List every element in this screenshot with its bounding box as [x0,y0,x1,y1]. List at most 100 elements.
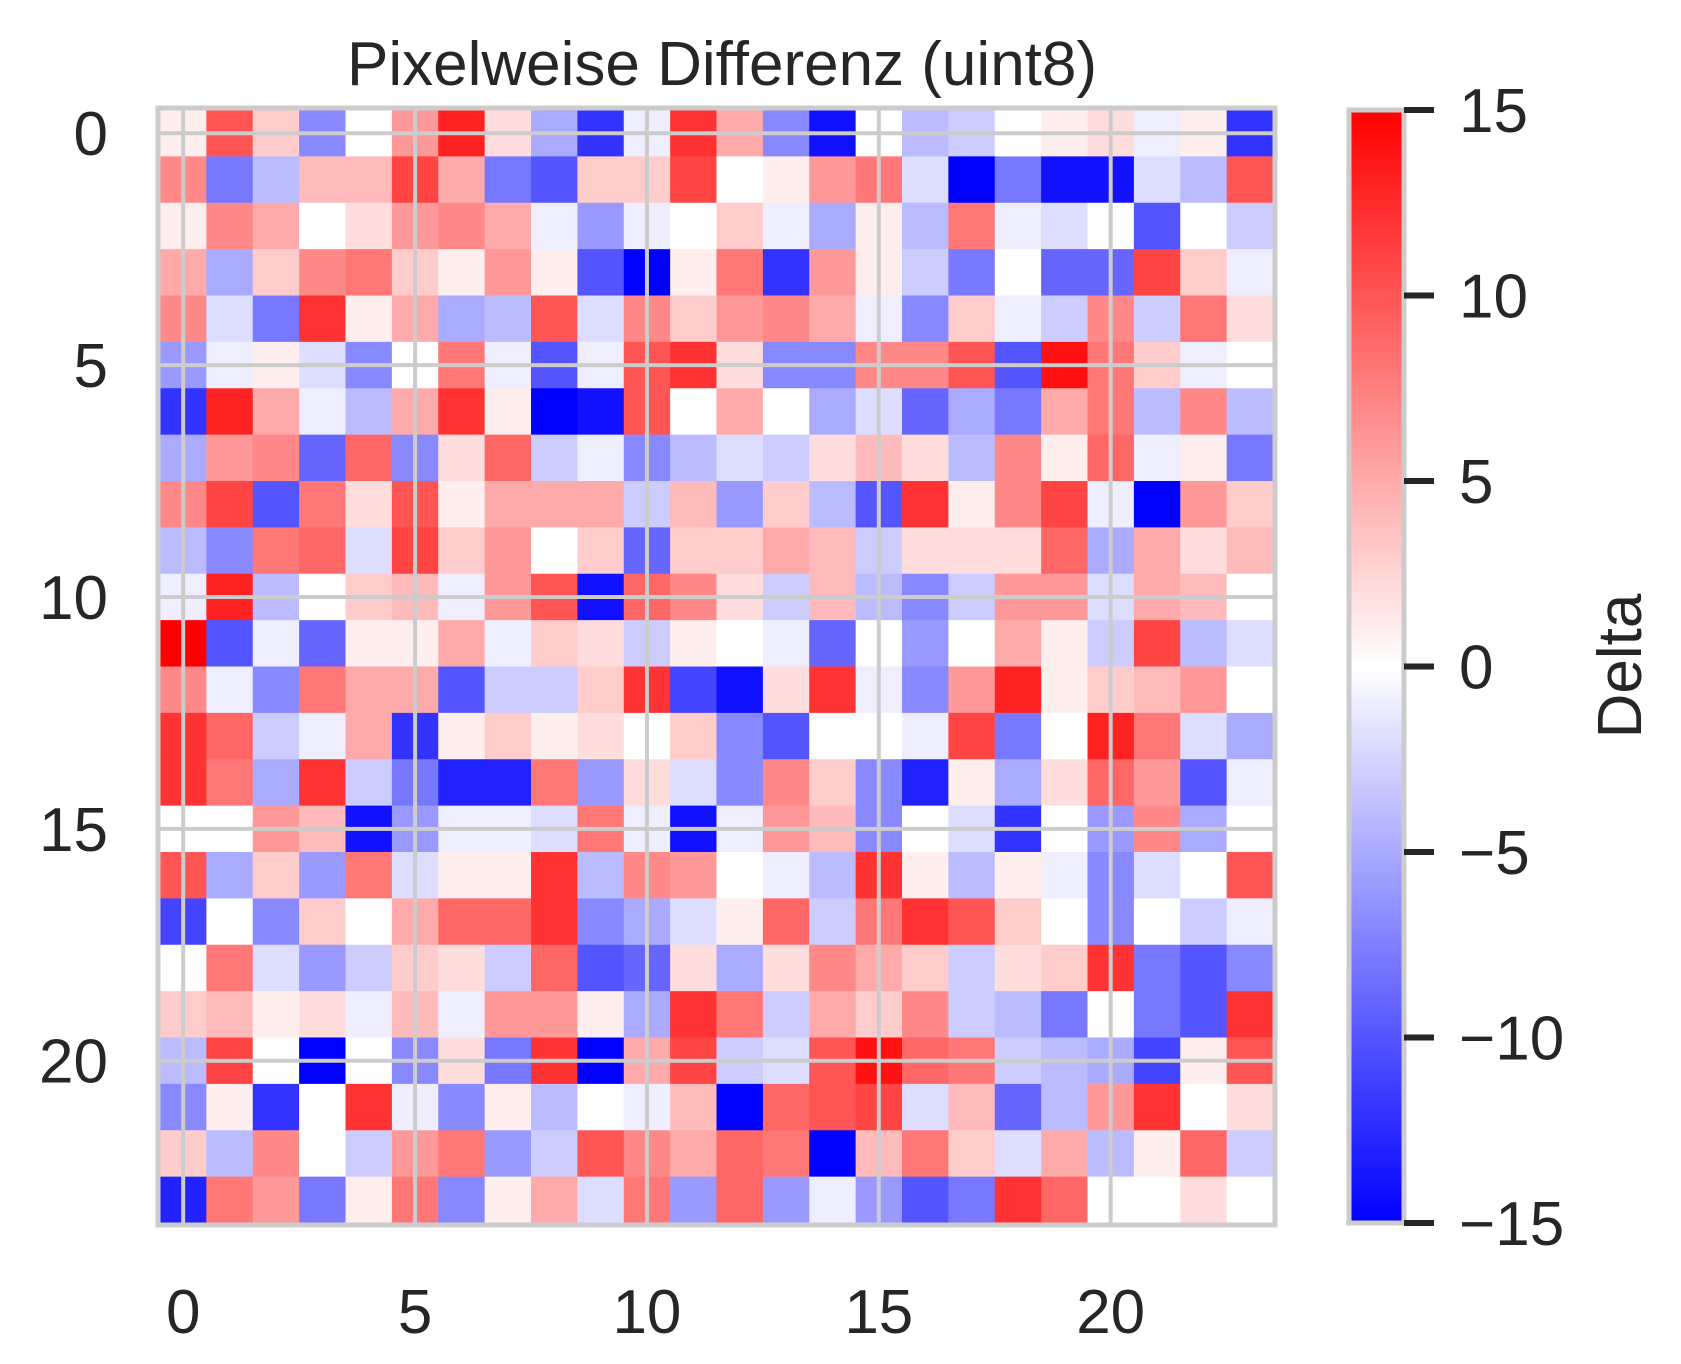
heatmap-cell [670,1176,718,1224]
heatmap-cell [809,156,857,204]
heatmap-cell [206,388,254,436]
heatmap-cell [1133,1176,1181,1224]
heatmap-cell [577,202,625,250]
heatmap-cell [206,434,254,482]
heatmap-cell [345,527,393,575]
heatmap-cell [577,852,625,899]
heatmap-cell [1226,1083,1274,1131]
heatmap-cell [762,249,810,297]
heatmap-cell [252,156,300,204]
heatmap-cell [994,712,1042,760]
heatmap-cell [577,434,625,482]
heatmap-cell [299,527,347,575]
heatmap-cell [948,898,996,946]
heatmap-cell [716,481,764,528]
heatmap-cell [438,852,486,899]
heatmap-cell [1041,712,1089,760]
heatmap-cell [299,1130,347,1178]
heatmap-cell [345,620,393,668]
heatmap-cell [948,481,996,528]
heatmap-cell [438,712,486,760]
heatmap-cell [809,712,857,760]
heatmap-cell [438,898,486,946]
heatmap-cell [762,481,810,528]
heatmap-cell [438,527,486,575]
heatmap-cell [994,1130,1042,1178]
colorbar-tick-label: 15 [1459,77,1528,146]
plot-frame [155,105,1278,1228]
heatmap-cell [531,527,578,575]
heatmap-cell [948,666,996,714]
heatmap-cell [716,434,764,482]
colorbar-tick-label: −5 [1459,819,1530,888]
heatmap-cell [206,249,254,297]
heatmap-cell [484,249,532,297]
heatmap-cell [206,156,254,204]
heatmap-cell [994,388,1042,436]
heatmap-cell [762,759,810,807]
heatmap-cell [531,759,578,807]
heatmap-cell [206,666,254,714]
heatmap-cell [1226,666,1274,714]
heatmap-cell [577,1083,625,1131]
heatmap-cell [1133,481,1181,528]
heatmap-cell [484,991,532,1039]
heatmap-cell [1133,620,1181,668]
heatmap-cell [1133,991,1181,1039]
heatmap-cell [716,898,764,946]
heatmap-cell [948,991,996,1039]
heatmap-cell [948,249,996,297]
heatmap-cell [809,295,857,343]
heatmap-cell [531,712,578,760]
heatmap-cell [1226,991,1274,1039]
heatmap-cell [948,944,996,992]
heatmap-cell [577,620,625,668]
heatmap-cell [206,295,254,343]
heatmap-cell [670,1083,718,1131]
heatmap-cell [438,156,486,204]
heatmap-cell [1180,620,1228,668]
heatmap-cell [1180,249,1228,297]
heatmap-cell [1041,527,1089,575]
y-tick-label: 0 [74,100,108,169]
heatmap-cell [1180,898,1228,946]
heatmap-cell [762,852,810,899]
heatmap-cell [252,1130,300,1178]
heatmap-cell [1041,434,1089,482]
heatmap-cell [252,759,300,807]
heatmap-cell [716,202,764,250]
heatmap-cell [1180,481,1228,528]
heatmap-cell [1226,712,1274,760]
heatmap-cell [716,620,764,668]
heatmap-cell [1041,852,1089,899]
y-axis-ticks: 0 5 10 15 20 [39,100,108,1097]
heatmap-cell [299,852,347,899]
heatmap-cell [577,898,625,946]
heatmap-cell [1133,944,1181,992]
heatmap-cell [809,1083,857,1131]
heatmap-cell [438,944,486,992]
heatmap-cell [1041,991,1089,1039]
heatmap-cell [1180,388,1228,436]
heatmap-cell [531,620,578,668]
heatmap-cell [994,944,1042,992]
heatmap-cell [670,666,718,714]
heatmap-cell [716,852,764,899]
heatmap-cell [299,620,347,668]
heatmap-cell [994,852,1042,899]
heatmap-cell [345,388,393,436]
heatmap-cell [670,249,718,297]
heatmap-cell [1133,388,1181,436]
heatmap-cell [299,712,347,760]
heatmap-cell [994,156,1042,204]
heatmap-cell [902,388,949,436]
heatmap-cell [994,295,1042,343]
heatmap-cell [438,1083,486,1131]
heatmap-cell [345,156,393,204]
colorbar-tick-label: 5 [1459,448,1493,517]
heatmap-cell [670,759,718,807]
heatmap-cell [1133,434,1181,482]
heatmap-cell [902,620,949,668]
heatmap-cell [670,944,718,992]
